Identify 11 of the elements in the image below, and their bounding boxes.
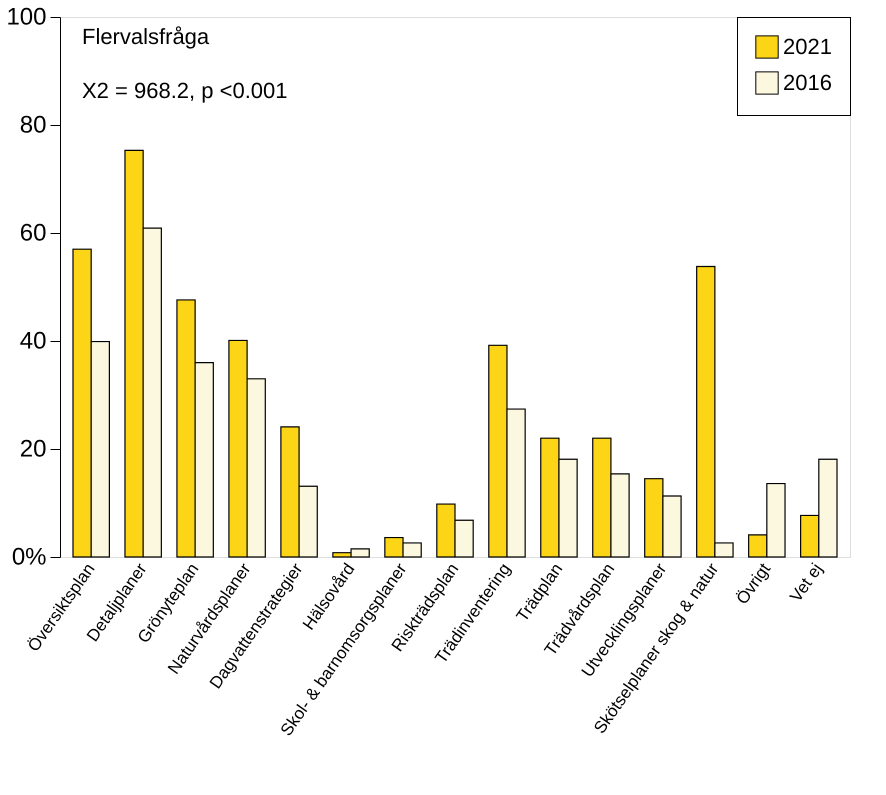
y-tick-label: 0% — [12, 544, 46, 570]
legend-label: 2021 — [783, 34, 832, 59]
x-tick-label: Vet ej — [786, 560, 826, 606]
y-tick-label: 40 — [20, 328, 46, 354]
annotation: X2 = 968.2, p <0.001 — [82, 78, 288, 103]
y-tick-label: 20 — [20, 436, 46, 462]
annotation: Flervalsfråga — [82, 24, 210, 49]
y-tick-label: 80 — [20, 112, 46, 138]
y-tick-label: 60 — [20, 220, 46, 246]
y-tick-label: 100 — [6, 4, 46, 30]
legend-label: 2016 — [783, 70, 832, 95]
